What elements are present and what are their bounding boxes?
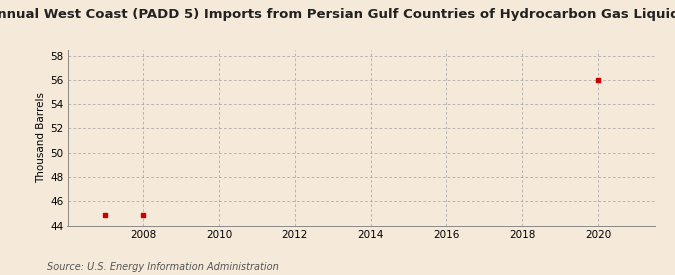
Point (593, 78, 603, 82)
Point (100, 212, 111, 217)
Text: Source: U.S. Energy Information Administration: Source: U.S. Energy Information Administ… (47, 262, 279, 272)
Y-axis label: Thousand Barrels: Thousand Barrels (36, 92, 46, 183)
Point (138, 212, 148, 217)
Text: Annual West Coast (PADD 5) Imports from Persian Gulf Countries of Hydrocarbon Ga: Annual West Coast (PADD 5) Imports from … (0, 8, 675, 21)
